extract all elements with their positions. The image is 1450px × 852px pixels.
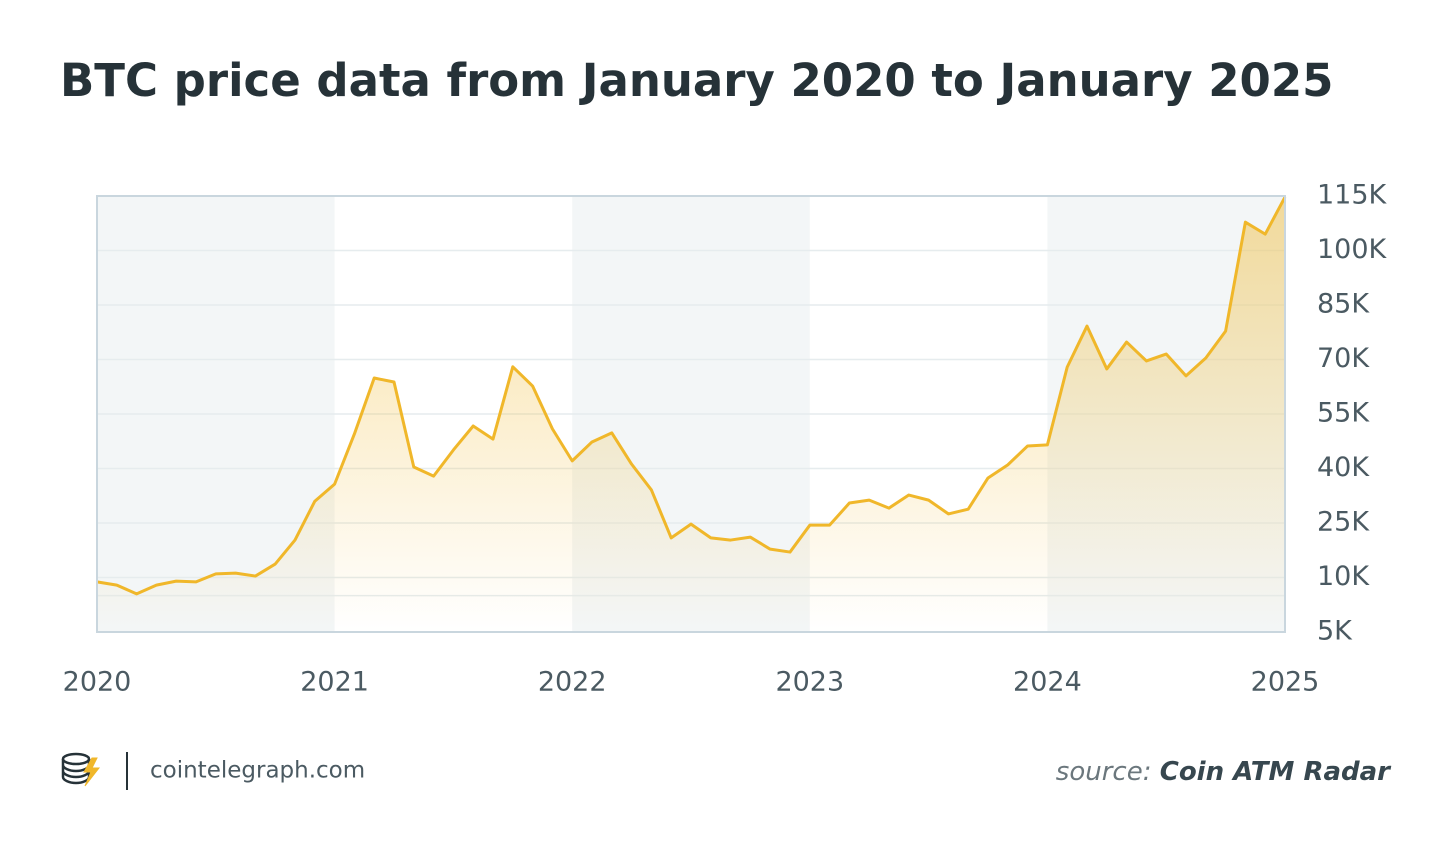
- x-tick-label: 2020: [63, 667, 132, 698]
- chart-title: BTC price data from January 2020 to Janu…: [60, 54, 1333, 107]
- y-tick-label: 10K: [1317, 561, 1370, 592]
- x-tick-label: 2023: [775, 667, 844, 698]
- area-fill: [97, 197, 1285, 632]
- y-tick-label: 5K: [1317, 616, 1353, 647]
- x-tick-label: 2022: [538, 667, 607, 698]
- y-tick-label: 70K: [1317, 343, 1370, 374]
- logo: [61, 752, 101, 787]
- y-tick-label: 55K: [1317, 398, 1370, 429]
- y-tick-label: 115K: [1317, 180, 1388, 211]
- y-tick-label: 100K: [1317, 234, 1388, 265]
- price-line: [96, 196, 1287, 596]
- source-label: source:: [1056, 757, 1152, 787]
- x-tick-label: 2025: [1251, 667, 1320, 698]
- source: source: Coin ATM Radar: [1056, 757, 1392, 787]
- source-name: Coin ATM Radar: [1160, 757, 1392, 787]
- x-tick-label: 2024: [1013, 667, 1082, 698]
- site: cointelegraph.com: [150, 758, 365, 784]
- plot-frame: [96, 195, 1286, 633]
- y-tick-label: 85K: [1317, 289, 1370, 320]
- y-tick-label: 40K: [1317, 452, 1370, 483]
- x-tick-label: 2021: [300, 667, 369, 698]
- y-tick-label: 25K: [1317, 507, 1370, 538]
